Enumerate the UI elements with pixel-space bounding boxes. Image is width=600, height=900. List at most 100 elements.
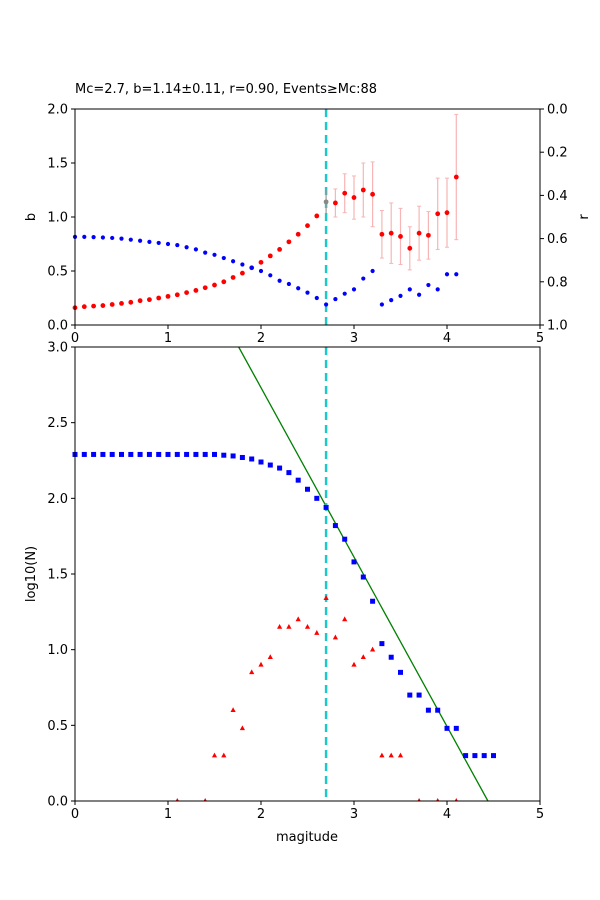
y-tick-label: 0.5 xyxy=(47,719,68,734)
x-tick-label: 1 xyxy=(164,807,172,822)
x-tick-label: 1 xyxy=(164,331,172,346)
bottom-x-axis-label: magitude xyxy=(276,830,338,845)
r-value-point xyxy=(333,296,338,302)
non-cumulative-point xyxy=(351,661,357,667)
cumulative-point xyxy=(453,725,459,731)
cumulative-point xyxy=(249,456,255,462)
cumulative-point xyxy=(407,692,413,698)
r-value-point xyxy=(100,235,105,240)
x-tick-label: 2 xyxy=(257,331,265,346)
cumulative-point xyxy=(295,477,301,483)
b-value-point xyxy=(91,303,96,309)
cumulative-point xyxy=(109,451,115,457)
non-cumulative-point xyxy=(258,661,264,667)
non-cumulative-point xyxy=(249,669,255,675)
b-value-point xyxy=(305,223,310,229)
non-cumulative-point xyxy=(203,798,207,801)
y-tick-label: 1.0 xyxy=(47,643,68,658)
cumulative-point xyxy=(472,753,478,759)
cumulative-point xyxy=(370,598,376,604)
r-value-point xyxy=(296,286,301,291)
r-value-point xyxy=(128,237,133,242)
y2-tick-label: 0.2 xyxy=(547,146,568,161)
r-value-point xyxy=(212,252,217,257)
cumulative-point xyxy=(202,451,208,457)
b-value-point xyxy=(147,297,152,303)
r-value-point xyxy=(435,287,440,292)
y2-tick-label: 0.8 xyxy=(547,275,568,290)
r-value-point xyxy=(156,240,161,246)
cumulative-point xyxy=(221,452,227,458)
non-cumulative-point xyxy=(397,752,404,758)
b-value-point xyxy=(128,299,134,305)
y-tick-label: 2.0 xyxy=(47,103,68,118)
cumulative-point xyxy=(128,451,134,457)
top-chart-title: Mc=2.7, b=1.14±0.11, r=0.90, Events≥Mc:8… xyxy=(75,82,377,97)
r-value-point xyxy=(91,234,96,240)
cumulative-point xyxy=(360,574,366,580)
cumulative-point xyxy=(342,536,348,542)
x-tick-label: 3 xyxy=(350,807,358,822)
top-y-ticks: 0.0 0.5 1.0 1.5 2.0 xyxy=(47,103,75,334)
b-value-point xyxy=(81,304,87,310)
cumulative-point xyxy=(425,707,431,713)
b-value-point xyxy=(333,200,338,206)
y-tick-label: 1.0 xyxy=(47,211,68,226)
b-value-point xyxy=(100,303,106,308)
non-cumulative-point xyxy=(267,654,273,660)
cumulative-point xyxy=(174,451,180,457)
non-cumulative-point xyxy=(323,595,329,601)
top-panel: Mc=2.7, b=1.14±0.11, r=0.90, Events≥Mc:8… xyxy=(24,82,592,346)
r-value-point xyxy=(165,241,171,247)
r-value-point xyxy=(147,239,152,244)
r-value-point xyxy=(305,290,310,295)
y2-tick-label: 1.0 xyxy=(547,319,568,334)
y-tick-label: 3.0 xyxy=(47,341,68,356)
y-tick-label: 0.5 xyxy=(47,265,68,280)
r-value-point xyxy=(342,291,347,296)
non-cumulative-point xyxy=(360,654,366,660)
r-value-point xyxy=(351,287,357,292)
r-value-point xyxy=(221,255,226,261)
r-value-point xyxy=(138,238,143,243)
non-cumulative-point xyxy=(277,623,283,629)
non-cumulative-point xyxy=(454,798,458,801)
cumulative-point xyxy=(323,504,329,510)
cumulative-point xyxy=(81,451,87,457)
b-value-point xyxy=(314,213,320,219)
non-cumulative-point xyxy=(304,623,311,629)
b-value-point xyxy=(267,253,273,259)
cumulative-point xyxy=(277,465,283,471)
r-value-point xyxy=(231,259,236,264)
y2-tick-label: 0.6 xyxy=(547,232,568,247)
non-cumulative-point xyxy=(175,798,179,801)
bottom-x-ticks: 0 1 2 3 4 5 xyxy=(71,801,544,822)
gr-fit-line xyxy=(238,347,489,801)
b-value-point xyxy=(174,292,180,298)
b-value-point xyxy=(453,174,459,180)
y-tick-label: 1.5 xyxy=(47,568,68,583)
x-tick-label: 4 xyxy=(443,807,451,822)
bottom-marks xyxy=(72,347,496,801)
x-tick-label: 2 xyxy=(257,807,265,822)
b-value-point xyxy=(202,285,208,291)
non-cumulative-point xyxy=(436,798,440,801)
b-value-point xyxy=(426,232,431,238)
cumulative-point xyxy=(165,451,171,457)
r-value-point xyxy=(184,245,189,250)
non-cumulative-point xyxy=(221,752,227,758)
b-value-point xyxy=(212,282,217,288)
r-value-point xyxy=(370,268,375,274)
non-cumulative-point xyxy=(211,752,218,758)
cumulative-point xyxy=(388,654,394,660)
b-value-point xyxy=(360,187,366,193)
non-cumulative-point xyxy=(314,630,320,635)
b-value-point xyxy=(379,231,385,237)
non-cumulative-point xyxy=(332,634,338,640)
top-y2-axis-label: r xyxy=(577,214,592,220)
y2-tick-label: 0.4 xyxy=(547,189,568,204)
b-value-point xyxy=(351,195,357,200)
r-value-point xyxy=(444,272,450,277)
non-cumulative-point xyxy=(370,646,376,652)
